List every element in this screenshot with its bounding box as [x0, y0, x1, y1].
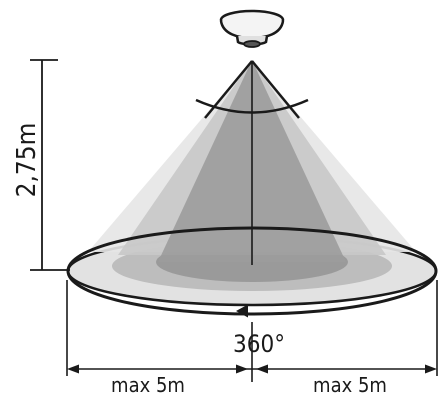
left-range-label: max 5m [111, 373, 185, 397]
range-dimensions: max 5m max 5m [66, 280, 438, 397]
height-label: 2,75m [12, 123, 42, 198]
rotation-indicator [66, 226, 438, 318]
coverage-label: 360° [233, 330, 285, 358]
rotation-ring [66, 226, 438, 316]
right-range-label: max 5m [313, 373, 387, 397]
detection-cones [88, 60, 416, 265]
arrow-right-inner-icon [256, 364, 268, 374]
cone-edge-left [204, 60, 253, 119]
rotation-arrow-icon [236, 304, 248, 318]
cone-edge-right [251, 60, 300, 119]
arrow-left-inner-icon [236, 364, 248, 374]
arrow-left-outer-icon [67, 364, 79, 374]
arrow-right-outer-icon [425, 364, 437, 374]
ceiling-motion-sensor-icon [219, 9, 285, 48]
height-dimension: 2,75m [12, 59, 70, 271]
